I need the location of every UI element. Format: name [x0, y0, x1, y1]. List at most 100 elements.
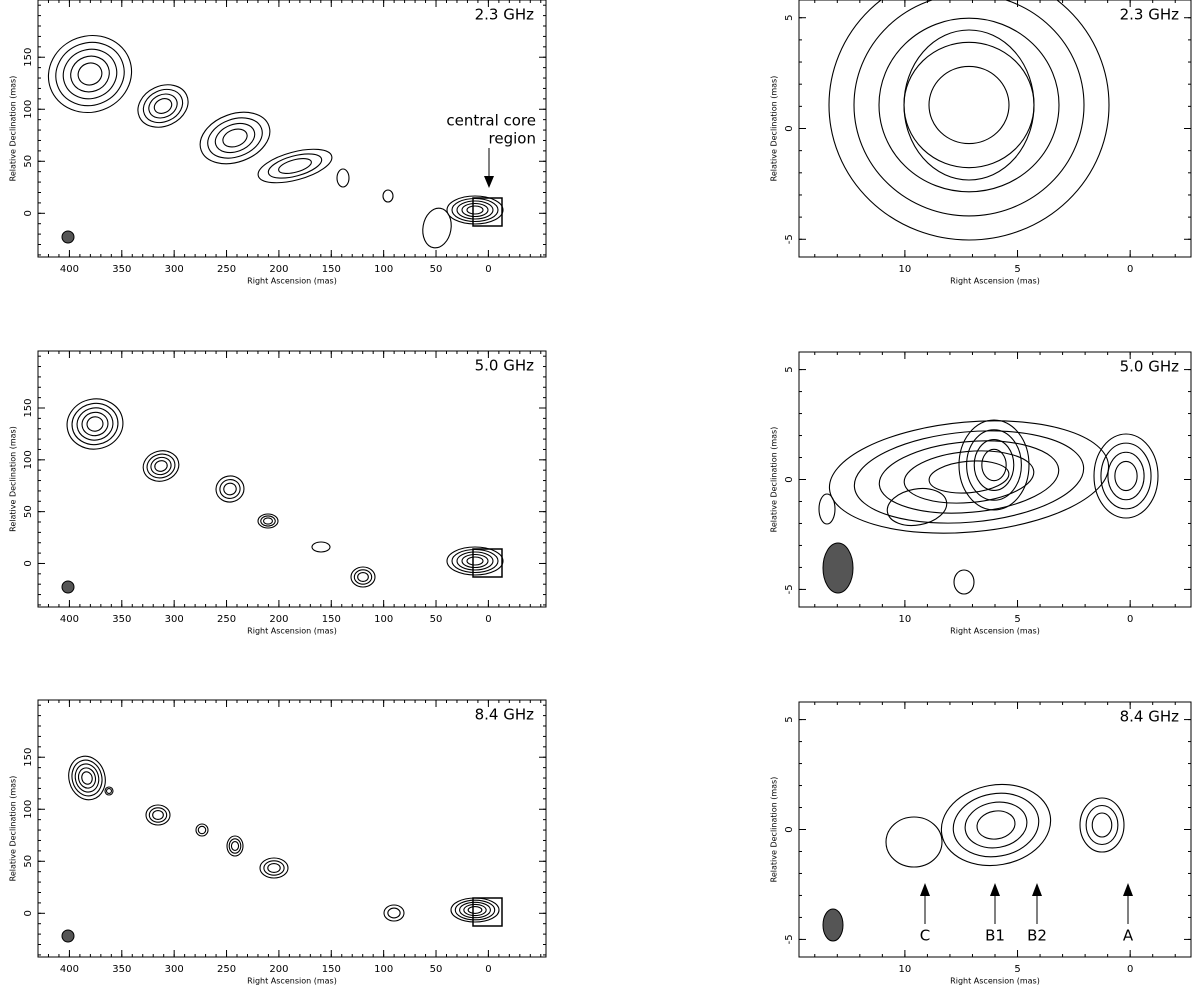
- contour: [825, 410, 1114, 544]
- panel: 1050-505Right Ascension (mas)Relative De…: [770, 702, 1192, 986]
- contour: [1101, 443, 1151, 509]
- x-tick-label: 250: [217, 264, 236, 275]
- plot-frame: [799, 0, 1191, 257]
- plot-frame: [38, 700, 546, 957]
- contour: [140, 447, 183, 485]
- y-tick-label: 5: [784, 716, 795, 722]
- y-tick-label: 0: [784, 826, 795, 832]
- x-tick-label: 300: [165, 614, 184, 625]
- contour: [337, 169, 349, 187]
- contour: [876, 434, 1061, 520]
- contour: [1108, 452, 1144, 499]
- contours: [829, 0, 1109, 240]
- y-tick-label: 50: [23, 505, 34, 518]
- x-tick-label: 250: [217, 614, 236, 625]
- y-axis-label: Relative Declination (mas): [9, 76, 18, 182]
- x-tick-label: 50: [430, 964, 443, 975]
- x-axis-label: Right Ascension (mas): [950, 977, 1040, 986]
- x-tick-label: 5: [1014, 614, 1020, 625]
- y-tick-label: 100: [23, 800, 34, 819]
- x-tick-label: 100: [374, 614, 393, 625]
- contour: [819, 494, 835, 524]
- contour: [975, 808, 1018, 842]
- y-tick-label: 150: [23, 48, 34, 67]
- y-tick-label: 50: [23, 855, 34, 868]
- contour: [74, 405, 115, 443]
- x-tick-label: 400: [60, 614, 79, 625]
- x-axis-label: Right Ascension (mas): [950, 277, 1040, 286]
- x-tick-label: 0: [485, 614, 491, 625]
- contour: [138, 83, 188, 129]
- component-label: B1: [985, 927, 1005, 945]
- x-tick-label: 0: [485, 964, 491, 975]
- contour: [904, 42, 1034, 167]
- frequency-label: 8.4 GHz: [475, 706, 535, 724]
- contour: [455, 900, 494, 920]
- contour: [967, 430, 1022, 500]
- contour: [982, 449, 1006, 480]
- contour: [447, 547, 503, 575]
- x-axis-label: Right Ascension (mas): [247, 277, 337, 286]
- contour: [886, 817, 942, 867]
- contour: [231, 842, 238, 851]
- y-tick-label: 0: [784, 125, 795, 131]
- y-axis-label: Relative Declination (mas): [9, 776, 18, 882]
- contour: [149, 455, 173, 477]
- contour: [38, 24, 143, 124]
- beam: [62, 231, 74, 243]
- x-axis-label: Right Ascension (mas): [247, 627, 337, 636]
- y-tick-label: 5: [784, 15, 795, 21]
- x-tick-label: 200: [269, 264, 288, 275]
- x-tick-label: 400: [60, 264, 79, 275]
- component-label: C: [920, 927, 930, 945]
- contour: [452, 550, 498, 573]
- x-tick-label: 10: [899, 264, 912, 275]
- contour: [902, 446, 1036, 508]
- y-tick-label: -5: [784, 584, 795, 594]
- x-tick-label: 400: [60, 964, 79, 975]
- x-tick-label: 350: [112, 264, 131, 275]
- x-tick-label: 50: [430, 264, 443, 275]
- contour: [420, 206, 455, 250]
- x-tick-label: 150: [322, 964, 341, 975]
- y-tick-label: 0: [23, 560, 34, 566]
- x-tick-label: 0: [1127, 964, 1133, 975]
- y-tick-label: -5: [784, 934, 795, 944]
- contour: [974, 440, 1014, 491]
- x-tick-label: 150: [322, 614, 341, 625]
- contour: [152, 96, 174, 116]
- contour: [214, 474, 246, 504]
- contour: [959, 420, 1029, 510]
- contour: [255, 143, 336, 190]
- y-tick-label: 100: [23, 450, 34, 469]
- contour: [358, 573, 369, 582]
- contour: [66, 51, 115, 97]
- contour: [384, 905, 404, 921]
- contour: [75, 60, 105, 89]
- contour: [56, 42, 123, 106]
- x-axis-label: Right Ascension (mas): [247, 977, 337, 986]
- x-tick-label: 350: [112, 614, 131, 625]
- x-tick-label: 200: [269, 964, 288, 975]
- contours: [64, 752, 499, 922]
- panel: 400350300250200150100500050100150Right A…: [9, 351, 547, 636]
- contour: [153, 811, 164, 820]
- component-label: B2: [1027, 927, 1047, 945]
- contour: [277, 156, 313, 177]
- arrow-head: [990, 883, 1000, 896]
- frequency-label: 8.4 GHz: [1120, 708, 1180, 726]
- x-tick-label: 250: [217, 964, 236, 975]
- y-axis-label: Relative Declination (mas): [770, 777, 779, 883]
- contour: [383, 190, 393, 202]
- contour: [211, 118, 259, 157]
- contour: [929, 66, 1009, 143]
- frequency-label: 2.3 GHz: [475, 6, 535, 24]
- frequency-label: 2.3 GHz: [1120, 6, 1180, 24]
- contours: [63, 395, 503, 587]
- beam: [823, 909, 843, 941]
- x-tick-label: 5: [1014, 264, 1020, 275]
- x-tick-label: 10: [899, 614, 912, 625]
- y-tick-label: 0: [784, 476, 795, 482]
